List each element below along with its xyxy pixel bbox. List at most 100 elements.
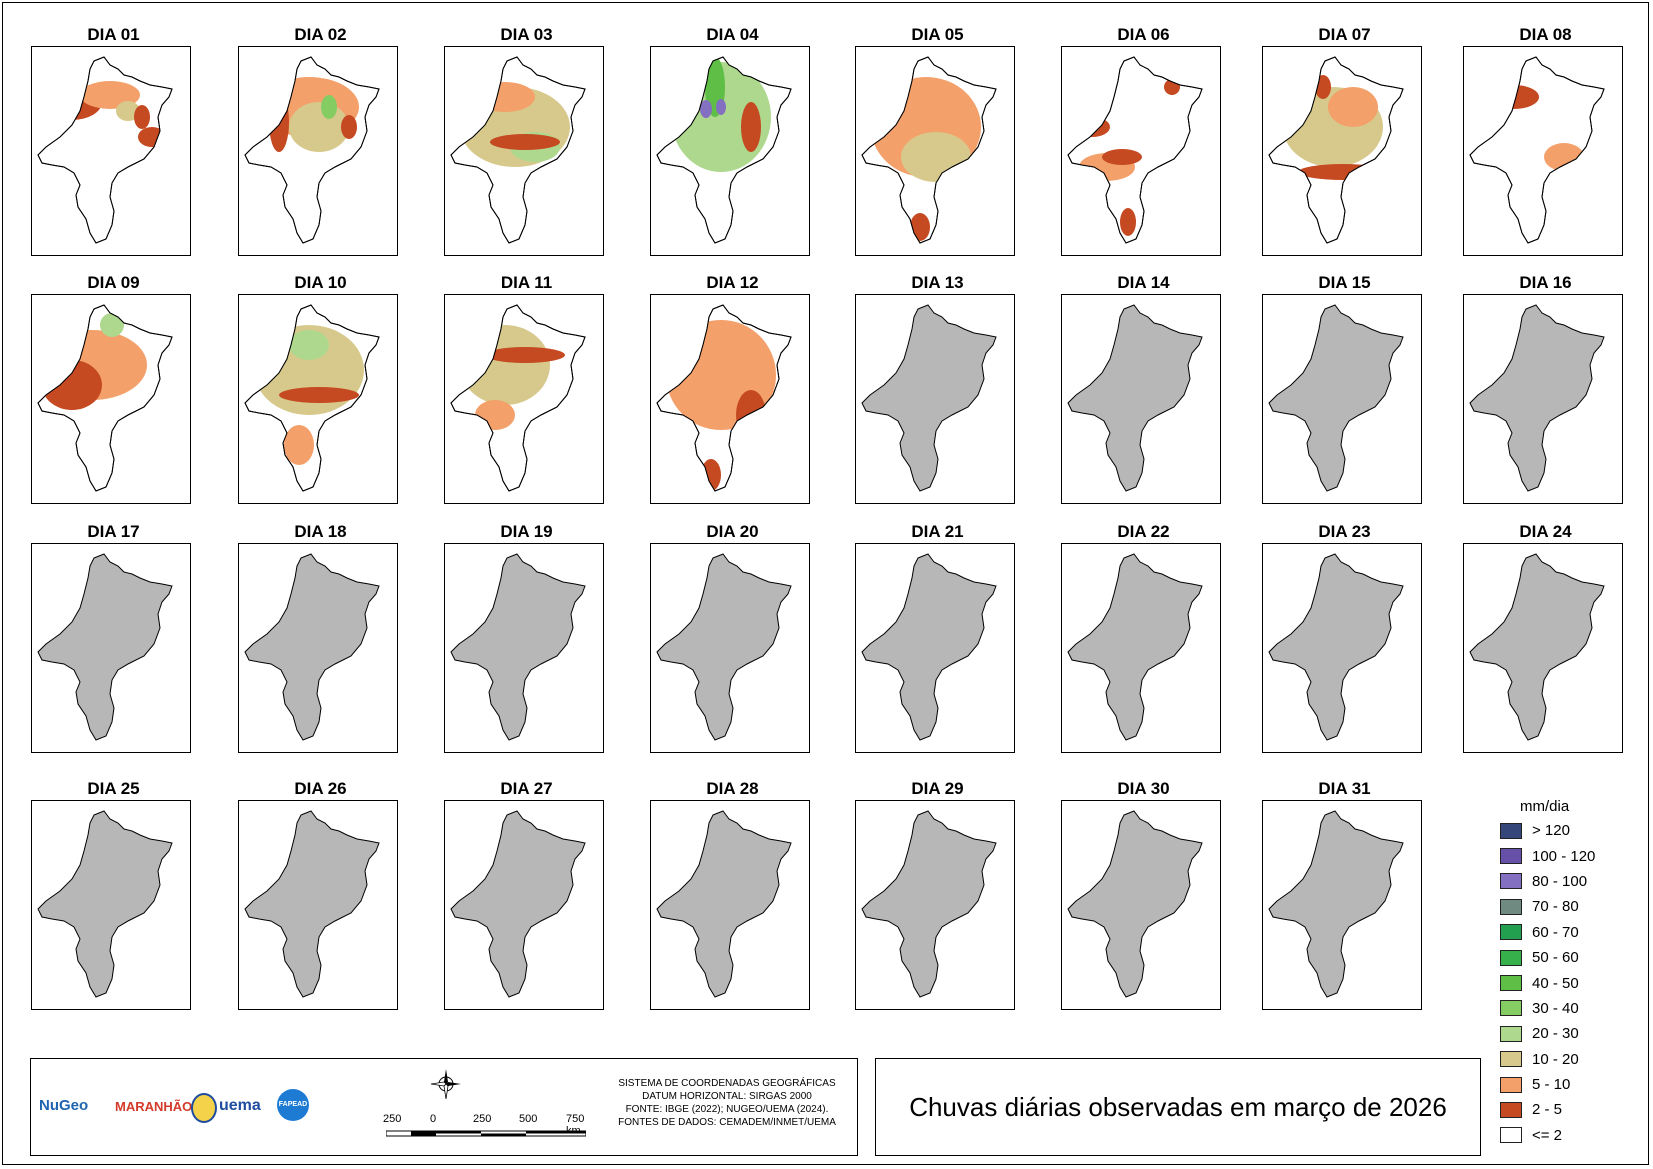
map-frame [650, 46, 810, 256]
map-frame [444, 800, 604, 1010]
map-frame [444, 46, 604, 256]
legend-swatch [1500, 949, 1522, 966]
legend-label: 20 - 30 [1532, 1025, 1579, 1043]
day-title: DIA 08 [1519, 25, 1572, 44]
map-frame [855, 800, 1015, 1010]
day-map-26: DIA 26 [238, 778, 403, 1010]
state-map [450, 304, 586, 492]
map-frame [1463, 294, 1623, 504]
map-title-box: Chuvas diárias observadas em março de 20… [875, 1058, 1481, 1156]
map-frame [855, 46, 1015, 256]
day-title: DIA 09 [87, 273, 140, 292]
rainfall-zone [42, 360, 102, 410]
state-map [861, 810, 997, 998]
day-map-23: DIA 23 [1262, 521, 1427, 753]
legend-label: 5 - 10 [1532, 1076, 1571, 1094]
day-map-29: DIA 29 [855, 778, 1020, 1010]
map-frame [1262, 543, 1422, 753]
rainfall-zone [1328, 87, 1378, 127]
state-outline [1268, 304, 1404, 492]
legend-entry: > 120 [1500, 818, 1640, 843]
legend-label: 80 - 100 [1532, 872, 1588, 890]
rainfall-zone [1298, 164, 1388, 180]
state-map [1268, 304, 1404, 492]
map-frame [31, 294, 191, 504]
day-title: DIA 27 [500, 779, 553, 798]
legend-swatch [1500, 822, 1522, 839]
legend-entry: 20 - 30 [1500, 1021, 1640, 1046]
legend-swatch [1500, 1051, 1522, 1068]
day-title: DIA 21 [911, 522, 964, 541]
legend-entry: 80 - 100 [1500, 869, 1640, 894]
legend-label: <= 2 [1532, 1126, 1563, 1144]
day-map-5: DIA 05 [855, 24, 1020, 256]
day-title: DIA 07 [1318, 25, 1371, 44]
map-frame [1262, 800, 1422, 1010]
state-outline [1268, 810, 1404, 998]
rainfall-field [671, 57, 771, 172]
spec-line: FONTES DE DADOS: CEMADEM/INMET/UEMA [618, 1117, 836, 1128]
rainfall-zone [138, 127, 166, 147]
state-outline [861, 810, 997, 998]
state-map [1469, 304, 1605, 492]
rainfall-zone [701, 459, 721, 491]
legend-swatch [1500, 873, 1522, 890]
state-outline [244, 553, 380, 741]
map-frame [238, 46, 398, 256]
legend-swatch [1500, 848, 1522, 865]
legend-swatch [1500, 975, 1522, 992]
legend-entry: 70 - 80 [1500, 894, 1640, 919]
map-frame [238, 800, 398, 1010]
rainfall-zone [289, 330, 329, 360]
day-map-25: DIA 25 [31, 778, 196, 1010]
map-specifications: SISTEMA DE COORDENADAS GEOGRÁFICAS DATUM… [601, 1077, 853, 1129]
map-frame [1463, 543, 1623, 753]
scale-label: 0 [430, 1113, 437, 1125]
rainfall-zone [736, 390, 766, 440]
map-frame [855, 543, 1015, 753]
state-outline [1469, 304, 1605, 492]
state-map [244, 810, 380, 998]
day-map-21: DIA 21 [855, 521, 1020, 753]
state-map [1469, 56, 1605, 244]
rainfall-zone [901, 132, 971, 182]
day-title: DIA 19 [500, 522, 553, 541]
map-frame [650, 800, 810, 1010]
state-outline [450, 810, 586, 998]
state-outline [37, 810, 173, 998]
state-map [37, 304, 173, 492]
day-title: DIA 05 [911, 25, 964, 44]
day-title: DIA 01 [87, 25, 140, 44]
legend: mm/dia > 120 100 - 120 80 - 100 70 - 80 60 -… [1500, 796, 1640, 1148]
credits-panel: NuGeo MARANHÃO uema FAPEAD 250 0 250 500… [30, 1058, 858, 1156]
legend-label: 30 - 40 [1532, 999, 1579, 1017]
state-outline [1067, 553, 1203, 741]
state-map [1067, 56, 1203, 244]
legend-entry: 60 - 70 [1500, 920, 1640, 945]
spec-line: DATUM HORIZONTAL: SIRGAS 2000 [642, 1091, 812, 1102]
day-map-4: DIA 04 [650, 24, 815, 256]
scale-label: 500 [519, 1113, 538, 1125]
state-map [244, 56, 380, 244]
day-map-10: DIA 10 [238, 272, 403, 504]
state-outline [450, 553, 586, 741]
maranhao-logo: MARANHÃO [115, 1099, 193, 1114]
day-title: DIA 06 [1117, 25, 1170, 44]
scale-label: 250 [473, 1113, 492, 1125]
legend-unit: mm/dia [1520, 798, 1570, 815]
day-title: DIA 28 [706, 779, 759, 798]
day-title: DIA 23 [1318, 522, 1371, 541]
state-outline [1067, 304, 1203, 492]
map-frame [1061, 543, 1221, 753]
legend-label: 2 - 5 [1532, 1101, 1563, 1119]
legend-entry: 2 - 5 [1500, 1097, 1640, 1122]
map-frame [855, 294, 1015, 504]
day-map-22: DIA 22 [1061, 521, 1226, 753]
day-title: DIA 31 [1318, 779, 1371, 798]
map-frame [238, 543, 398, 753]
map-frame [31, 800, 191, 1010]
rainfall-zone [910, 213, 930, 241]
state-outline [1469, 553, 1605, 741]
map-frame [650, 543, 810, 753]
day-title: DIA 22 [1117, 522, 1170, 541]
